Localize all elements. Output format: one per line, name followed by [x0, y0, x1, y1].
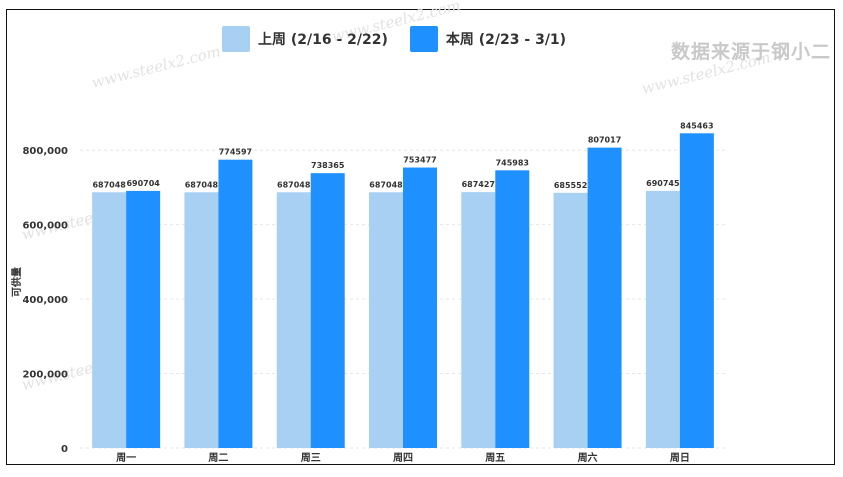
y-axis-title: 可供量 [10, 267, 23, 297]
x-tick-label: 周日 [670, 452, 690, 464]
bar [276, 192, 311, 448]
legend-label: 上周 (2/16 - 2/22) [258, 32, 388, 48]
y-tick-label: 800,000 [22, 146, 68, 157]
legend-swatch [222, 26, 250, 52]
legend-swatch [409, 26, 438, 52]
data-label: 807017 [588, 136, 621, 145]
data-label: 687048 [369, 180, 403, 189]
data-label: 845463 [680, 121, 713, 130]
bar [218, 159, 253, 448]
data-label: 685552 [554, 181, 587, 190]
chart-legend: 上周 (2/16 - 2/22) 本周 (2/23 - 3/1) [222, 26, 588, 52]
y-tick-label: 600,000 [22, 221, 68, 232]
bar [587, 147, 622, 448]
legend-item-this-week[interactable]: 本周 (2/23 - 3/1) [409, 26, 567, 52]
bar [679, 133, 714, 449]
x-tick-label: 周二 [208, 452, 228, 464]
bar [126, 190, 161, 449]
x-tick-label: 周四 [393, 452, 413, 464]
bar [403, 167, 437, 448]
bar [495, 170, 530, 448]
data-label: 687048 [185, 180, 219, 189]
data-label: 690704 [126, 179, 160, 188]
legend-item-last-week[interactable]: 上周 (2/16 - 2/22) [222, 26, 388, 52]
x-tick-label: 周五 [485, 452, 505, 464]
bar [184, 192, 219, 448]
data-label: 738365 [311, 161, 345, 170]
bar [369, 192, 403, 448]
bar [645, 190, 680, 449]
data-label: 687427 [462, 180, 495, 189]
data-label: 687048 [277, 180, 311, 189]
data-label: 774597 [219, 148, 252, 157]
bar [310, 173, 345, 449]
bar [461, 192, 496, 448]
source-note: 数据来源于钢小二 [670, 41, 831, 63]
y-tick-label: 200,000 [22, 370, 68, 381]
x-tick-label: 周六 [578, 451, 598, 464]
legend-label: 本周 (2/23 - 3/1) [445, 32, 567, 48]
data-label: 745983 [496, 158, 529, 167]
y-tick-label: 0 [61, 444, 68, 455]
data-label: 687048 [92, 180, 126, 189]
data-label: 690745 [646, 179, 680, 188]
bar [553, 192, 588, 448]
data-label: 753477 [403, 156, 436, 165]
bar [92, 192, 127, 448]
y-tick-label: 400,000 [22, 295, 68, 306]
x-tick-label: 周三 [301, 452, 321, 464]
x-tick-label: 周一 [116, 452, 136, 464]
